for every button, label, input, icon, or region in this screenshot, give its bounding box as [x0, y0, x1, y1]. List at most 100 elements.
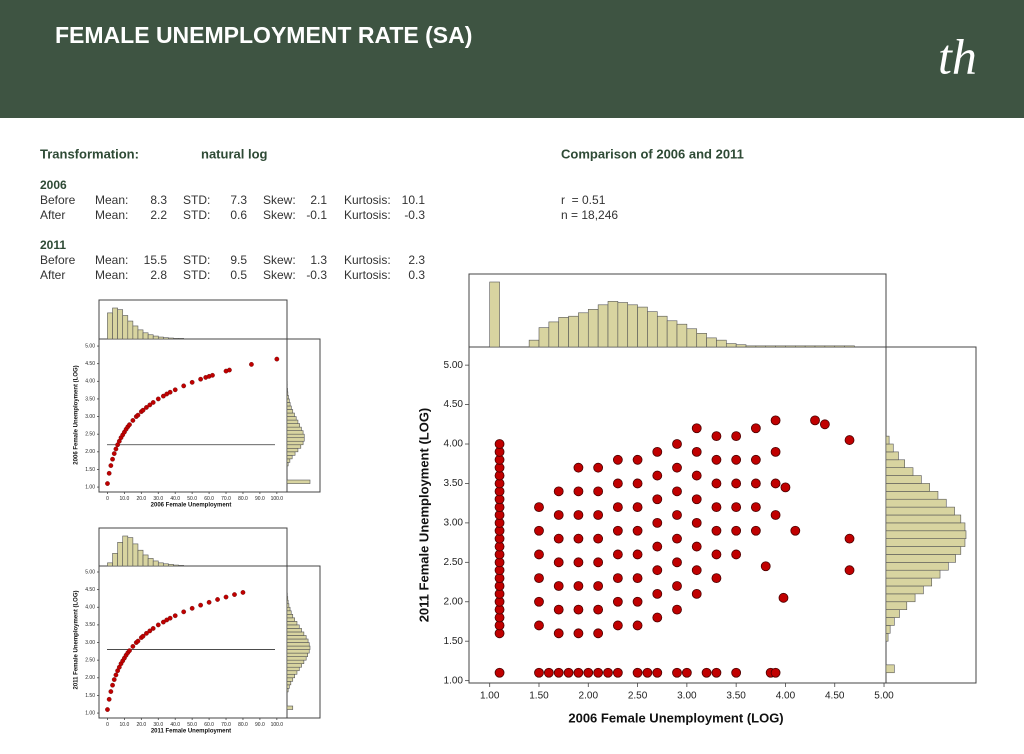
histogram-bar [885, 451, 899, 461]
histogram-bar [286, 645, 311, 650]
point [534, 667, 544, 678]
point [593, 510, 604, 520]
histogram-bar [286, 603, 290, 608]
histogram-bar [637, 306, 648, 348]
histogram-bar [137, 329, 144, 340]
point [844, 565, 855, 576]
point [844, 435, 855, 445]
histogram-bar [286, 402, 291, 407]
histogram-bar [885, 514, 962, 524]
point [573, 581, 584, 591]
histogram-bar [286, 599, 289, 605]
point [593, 628, 604, 639]
y-tick-label: 4.00 [85, 605, 95, 611]
point [573, 510, 584, 520]
point [603, 667, 613, 678]
histogram-bar [885, 593, 916, 603]
histogram-bar [142, 332, 149, 340]
point [672, 604, 682, 615]
y-tick-label: 2.00 [85, 675, 95, 681]
point [249, 362, 254, 367]
point [672, 510, 682, 520]
point [223, 594, 229, 600]
histogram-bar [696, 333, 707, 348]
histogram-bar [885, 609, 900, 618]
slide-title: FEMALE UNEMPLOYMENT RATE (SA) [55, 22, 472, 48]
y-tick-label: 5.00 [85, 343, 95, 349]
stat-value: 2.3 [408, 253, 425, 267]
comparison-title: Comparison of 2006 and 2011 [561, 146, 744, 161]
point [593, 667, 604, 678]
histogram-bar [286, 681, 292, 686]
point [553, 557, 564, 568]
point [573, 557, 584, 568]
stat-value: -0.3 [306, 268, 327, 282]
histogram-bar [885, 443, 894, 453]
x-tick-label: 1.50 [529, 691, 549, 702]
x-tick-label: 60.0 [204, 496, 214, 502]
y-tick-label: 4.50 [444, 399, 464, 410]
histogram-bar [286, 433, 305, 439]
histogram-bar [578, 312, 589, 348]
point [632, 525, 643, 536]
point [711, 454, 722, 465]
point [593, 604, 604, 615]
point [632, 620, 643, 631]
histogram-bar [286, 684, 290, 689]
histogram-bar [745, 345, 757, 348]
point [731, 549, 742, 560]
y-tick-label: 3.50 [85, 622, 95, 628]
point [612, 620, 623, 631]
y-tick-label: 4.00 [444, 439, 464, 450]
transformation-label: Transformation: [40, 146, 139, 161]
y-axis-title: 2011 Female Unemployment (LOG) [416, 408, 431, 623]
point [106, 470, 112, 476]
year-heading: 2011 [40, 238, 66, 252]
point [691, 423, 702, 434]
point [553, 604, 564, 615]
histogram-bar [157, 562, 164, 567]
histogram-bar [286, 423, 300, 428]
y-tick-label: 1.00 [85, 710, 95, 716]
x-tick-label: 50.0 [187, 722, 197, 728]
point [731, 431, 742, 442]
point [534, 549, 544, 560]
point [534, 573, 544, 583]
histogram-bar [885, 530, 967, 539]
histogram-bar [686, 328, 698, 348]
point [553, 533, 564, 544]
point [105, 481, 110, 486]
histogram-bar [765, 345, 776, 348]
stat-value: 15.5 [144, 253, 168, 267]
histogram-bar [286, 444, 302, 449]
histogram-bar [885, 601, 908, 610]
histogram-bar [286, 462, 289, 467]
histogram-bar [142, 554, 149, 567]
point [172, 613, 178, 619]
histogram-bar [804, 345, 816, 348]
histogram-bar [117, 309, 124, 340]
histogram-bar [286, 677, 294, 682]
point [711, 431, 722, 442]
x-tick-label: 70.0 [221, 722, 231, 728]
histogram-bar [885, 554, 956, 563]
point [130, 418, 136, 423]
point [130, 644, 136, 649]
y-tick-label: 2.00 [85, 449, 95, 455]
histogram-bar [286, 649, 310, 654]
point [691, 588, 702, 599]
x-tick-label: 100.0 [271, 496, 284, 502]
y-axis-title: 2006 Female Unemployment (LOG) [74, 365, 80, 464]
point [672, 439, 682, 449]
point [672, 486, 682, 497]
x-tick-label: 3.50 [726, 691, 746, 702]
histogram-bar [286, 419, 299, 424]
histogram-bar [152, 560, 159, 567]
x-axis-title: 2006 Female Unemployment (LOG) [568, 710, 783, 725]
stat-label: Mean: [95, 268, 128, 282]
point [198, 602, 203, 608]
point [167, 615, 173, 621]
histogram-bar [286, 437, 305, 442]
point [494, 667, 505, 678]
histogram-bar [286, 391, 289, 396]
